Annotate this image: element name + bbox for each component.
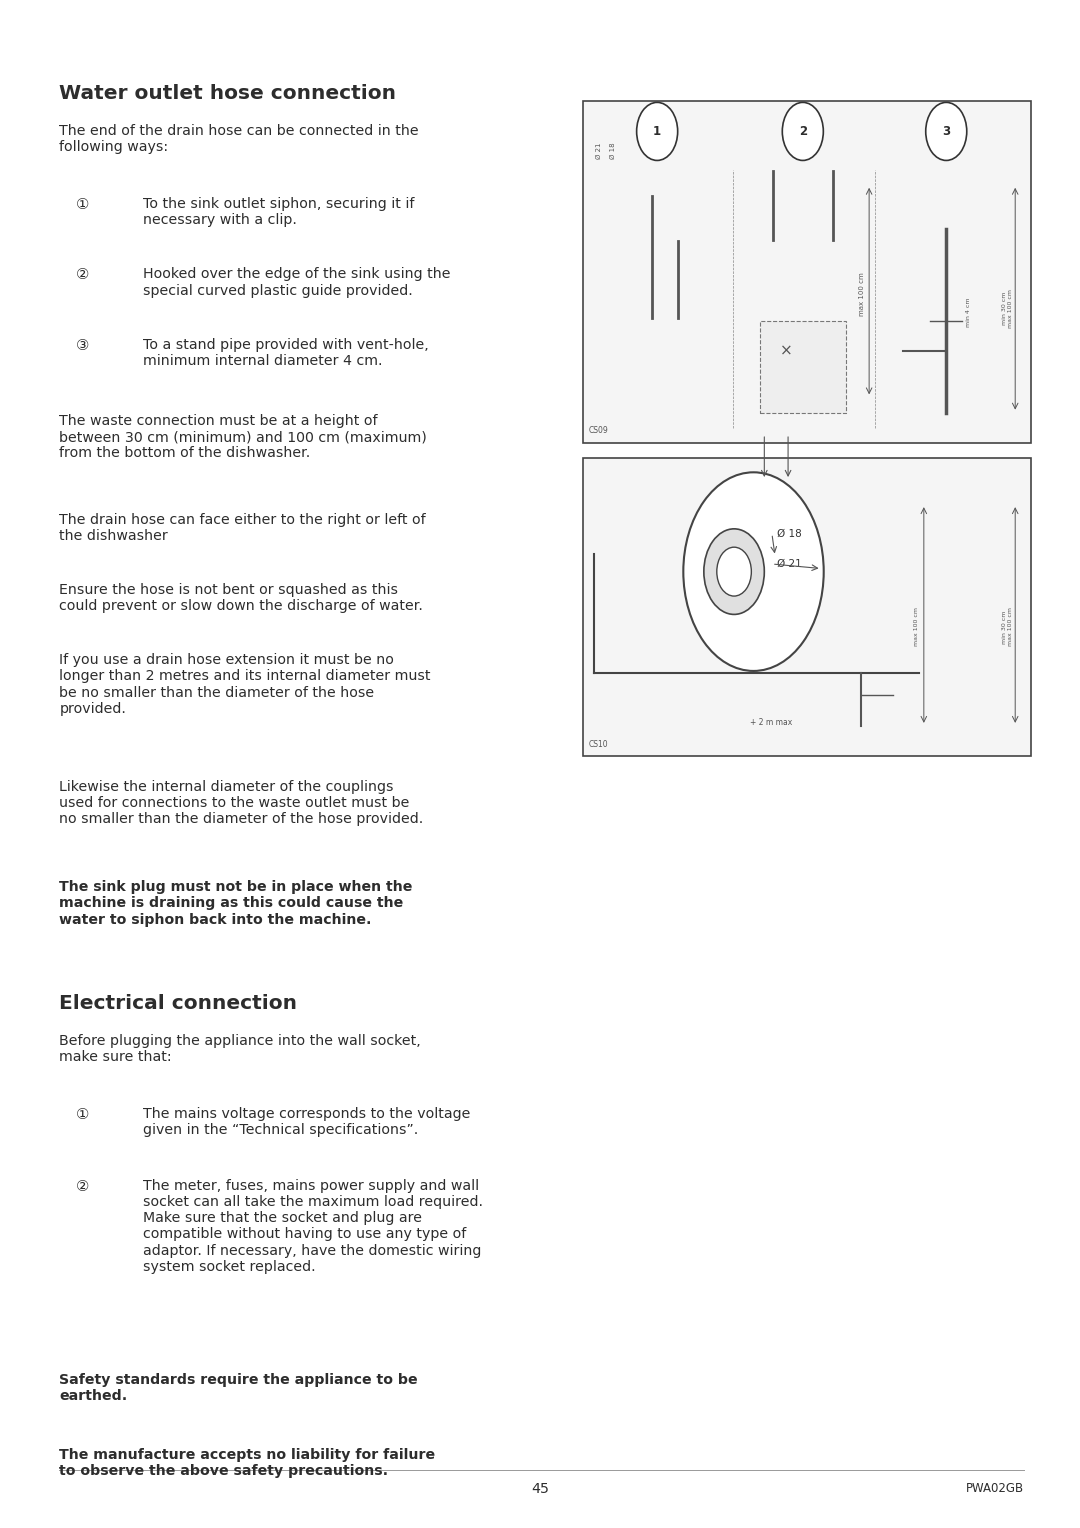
Text: Ø 18: Ø 18 (778, 529, 802, 538)
Text: 2: 2 (799, 125, 807, 138)
Text: min 4 cm: min 4 cm (966, 298, 971, 327)
Text: Ø 21: Ø 21 (596, 142, 603, 159)
Text: Before plugging the appliance into the wall socket,
make sure that:: Before plugging the appliance into the w… (59, 1034, 421, 1063)
Text: ③: ③ (76, 338, 89, 353)
Text: 1: 1 (653, 125, 661, 138)
Text: + 2 m max: + 2 m max (751, 718, 793, 727)
Text: ①: ① (76, 197, 89, 212)
Circle shape (782, 102, 823, 160)
Text: The meter, fuses, mains power supply and wall
socket can all take the maximum lo: The meter, fuses, mains power supply and… (143, 1180, 483, 1274)
Text: Hooked over the edge of the sink using the
special curved plastic guide provided: Hooked over the edge of the sink using t… (143, 267, 450, 298)
Text: Water outlet hose connection: Water outlet hose connection (59, 84, 396, 102)
Text: ①: ① (76, 1108, 89, 1122)
Circle shape (636, 102, 677, 160)
Circle shape (704, 529, 765, 614)
FancyBboxPatch shape (759, 321, 846, 413)
Text: min 30 cm
max 100 cm: min 30 cm max 100 cm (1002, 608, 1013, 646)
Text: The sink plug must not be in place when the
machine is draining as this could ca: The sink plug must not be in place when … (59, 880, 413, 926)
Text: Electrical connection: Electrical connection (59, 995, 297, 1013)
Text: Likewise the internal diameter of the couplings
used for connections to the wast: Likewise the internal diameter of the co… (59, 781, 423, 827)
Text: Ø 21: Ø 21 (778, 559, 802, 568)
Text: CS10: CS10 (589, 740, 608, 749)
Text: Safety standards require the appliance to be
earthed.: Safety standards require the appliance t… (59, 1374, 418, 1403)
FancyBboxPatch shape (583, 101, 1031, 443)
Circle shape (717, 547, 752, 596)
Text: 45: 45 (531, 1482, 549, 1496)
Text: max 100 cm: max 100 cm (859, 272, 865, 316)
Text: 3: 3 (942, 125, 950, 138)
Text: The waste connection must be at a height of
between 30 cm (minimum) and 100 cm (: The waste connection must be at a height… (59, 414, 428, 460)
Text: If you use a drain hose extension it must be no
longer than 2 metres and its int: If you use a drain hose extension it mus… (59, 654, 431, 715)
FancyBboxPatch shape (583, 458, 1031, 756)
Text: The drain hose can face either to the right or left of
the dishwasher: The drain hose can face either to the ri… (59, 513, 426, 542)
Text: The end of the drain hose can be connected in the
following ways:: The end of the drain hose can be connect… (59, 124, 419, 154)
Text: The manufacture accepts no liability for failure
to observe the above safety pre: The manufacture accepts no liability for… (59, 1449, 435, 1478)
Text: Ensure the hose is not bent or squashed as this
could prevent or slow down the d: Ensure the hose is not bent or squashed … (59, 584, 423, 613)
Text: PWA02GB: PWA02GB (966, 1482, 1024, 1496)
Circle shape (684, 472, 824, 671)
Text: ②: ② (76, 267, 89, 283)
Text: Ø 18: Ø 18 (610, 142, 617, 159)
Text: The mains voltage corresponds to the voltage
given in the “Technical specificati: The mains voltage corresponds to the vol… (143, 1108, 470, 1137)
Circle shape (926, 102, 967, 160)
Text: ×: × (780, 344, 793, 359)
Text: CS09: CS09 (589, 426, 608, 435)
Text: To a stand pipe provided with vent-hole,
minimum internal diameter 4 cm.: To a stand pipe provided with vent-hole,… (143, 338, 429, 368)
Text: ②: ② (76, 1180, 89, 1193)
Text: To the sink outlet siphon, securing it if
necessary with a clip.: To the sink outlet siphon, securing it i… (143, 197, 414, 228)
Text: min 30 cm
max 100 cm: min 30 cm max 100 cm (1002, 289, 1013, 329)
Text: max 100 cm: max 100 cm (914, 608, 919, 646)
